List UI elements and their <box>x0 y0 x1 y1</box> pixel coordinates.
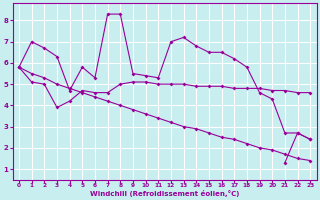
X-axis label: Windchill (Refroidissement éolien,°C): Windchill (Refroidissement éolien,°C) <box>90 190 239 197</box>
